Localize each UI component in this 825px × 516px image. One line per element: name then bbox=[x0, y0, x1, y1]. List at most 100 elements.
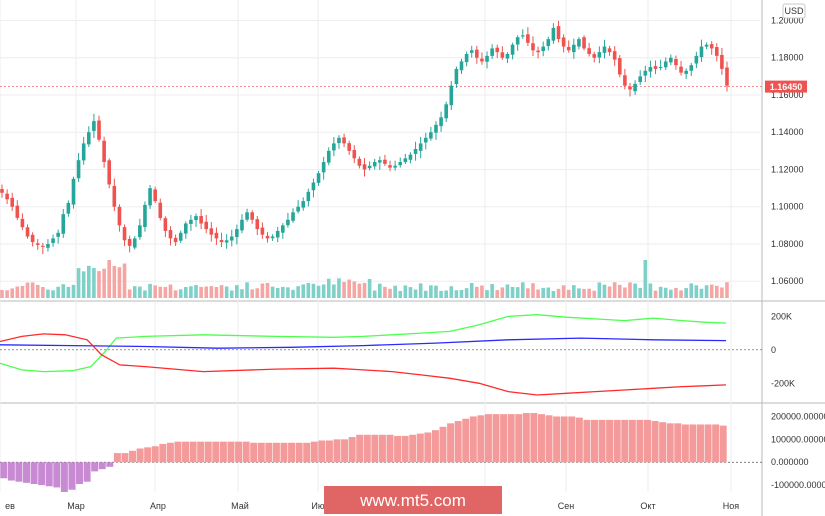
candle-body bbox=[35, 243, 40, 245]
candle-body bbox=[398, 162, 403, 166]
hist-bar bbox=[303, 442, 311, 463]
volume-bar bbox=[602, 284, 607, 298]
candle-body bbox=[505, 54, 510, 59]
volume-bar bbox=[418, 283, 423, 298]
hist-bar bbox=[113, 453, 121, 463]
hist-bar bbox=[704, 424, 712, 463]
hist-bar bbox=[227, 441, 235, 463]
hist-bar bbox=[144, 447, 152, 463]
hist-bar bbox=[553, 416, 561, 463]
candle-body bbox=[413, 149, 418, 154]
blue-line bbox=[0, 337, 727, 349]
volume-bar bbox=[92, 268, 96, 298]
hist-bar bbox=[250, 442, 258, 463]
hist-bar bbox=[409, 434, 417, 463]
candle-body bbox=[143, 204, 147, 228]
candle-body bbox=[0, 189, 4, 193]
volume-bar bbox=[520, 282, 525, 298]
candle-body bbox=[51, 238, 55, 243]
month-label: Сен bbox=[558, 501, 575, 511]
hist-tick-label: 100000.000000 bbox=[771, 434, 825, 444]
candle-body bbox=[480, 58, 484, 62]
candle-body bbox=[112, 185, 117, 207]
hist-bar bbox=[219, 441, 227, 463]
candle-body bbox=[337, 137, 341, 144]
volume-bar bbox=[469, 282, 474, 298]
candle-body bbox=[383, 159, 387, 164]
candle-body bbox=[694, 55, 699, 64]
candle-body bbox=[638, 76, 643, 83]
volume-bar bbox=[413, 289, 418, 298]
candle-body bbox=[434, 124, 438, 133]
hist-bar bbox=[560, 416, 568, 463]
volume-bar bbox=[617, 284, 622, 298]
volume-bar bbox=[316, 285, 321, 298]
candle-body bbox=[495, 47, 500, 53]
candle-body bbox=[551, 27, 556, 41]
hist-bar bbox=[447, 423, 455, 463]
hist-bar bbox=[348, 437, 356, 463]
volume-bar bbox=[587, 288, 591, 298]
candle-body bbox=[526, 34, 530, 43]
candle-body bbox=[138, 225, 142, 238]
volume-bar bbox=[122, 263, 127, 298]
volume-bar bbox=[556, 288, 561, 298]
volume-bar bbox=[515, 287, 520, 298]
candle-body bbox=[352, 149, 357, 159]
candle-body bbox=[178, 232, 183, 241]
candle-body bbox=[633, 83, 637, 92]
candle-body bbox=[418, 143, 423, 151]
candle-body bbox=[408, 154, 413, 160]
month-label: Май bbox=[231, 501, 249, 511]
hist-bar bbox=[613, 419, 621, 463]
volume-bar bbox=[86, 265, 91, 298]
price-tick-label: 1.12000 bbox=[771, 164, 804, 174]
candle-body bbox=[612, 51, 617, 60]
candle-body bbox=[423, 137, 428, 143]
hist-bar bbox=[333, 439, 341, 463]
price-tick-label: 1.14000 bbox=[771, 127, 804, 137]
candle-body bbox=[720, 54, 724, 69]
cot-tick-label: 200K bbox=[771, 311, 792, 321]
candle-body bbox=[510, 44, 515, 55]
hist-bar bbox=[697, 424, 704, 463]
hist-bar bbox=[136, 448, 144, 463]
candle-body bbox=[556, 26, 561, 40]
volume-bar bbox=[97, 271, 101, 298]
hist-bar bbox=[522, 413, 530, 463]
volume-bar bbox=[561, 285, 566, 298]
month-label: Мар bbox=[67, 501, 85, 511]
volume-bar bbox=[184, 287, 188, 298]
candle-body bbox=[265, 235, 270, 239]
volume-bar bbox=[107, 260, 112, 298]
candle-body bbox=[566, 46, 571, 51]
hist-tick-label: 200000.000000 bbox=[771, 411, 825, 421]
candle-body bbox=[296, 206, 300, 212]
volume-bar bbox=[20, 285, 25, 298]
hist-bar bbox=[681, 424, 689, 463]
hist-bar bbox=[439, 426, 447, 463]
candle-body bbox=[209, 228, 214, 235]
candle-body bbox=[97, 120, 101, 140]
candle-body bbox=[291, 212, 295, 221]
hist-bar bbox=[500, 414, 508, 463]
candle-body bbox=[429, 132, 433, 139]
volume-bar bbox=[362, 282, 367, 298]
volume-bar bbox=[679, 290, 683, 298]
volume-bar bbox=[178, 289, 183, 298]
hist-bar bbox=[659, 422, 667, 463]
volume-bar bbox=[255, 288, 260, 298]
volume-bar bbox=[485, 290, 489, 298]
candle-body bbox=[541, 46, 545, 52]
volume-bar bbox=[372, 290, 377, 298]
volume-bar bbox=[612, 282, 617, 298]
volume-bar bbox=[112, 266, 117, 298]
candle-body bbox=[326, 150, 331, 163]
volume-bar bbox=[296, 286, 300, 298]
hist-bar bbox=[204, 441, 212, 463]
hist-tick-label: 0.000000 bbox=[771, 457, 809, 467]
candle-body bbox=[439, 117, 443, 127]
candle-body bbox=[684, 70, 688, 74]
candle-body bbox=[459, 61, 464, 71]
